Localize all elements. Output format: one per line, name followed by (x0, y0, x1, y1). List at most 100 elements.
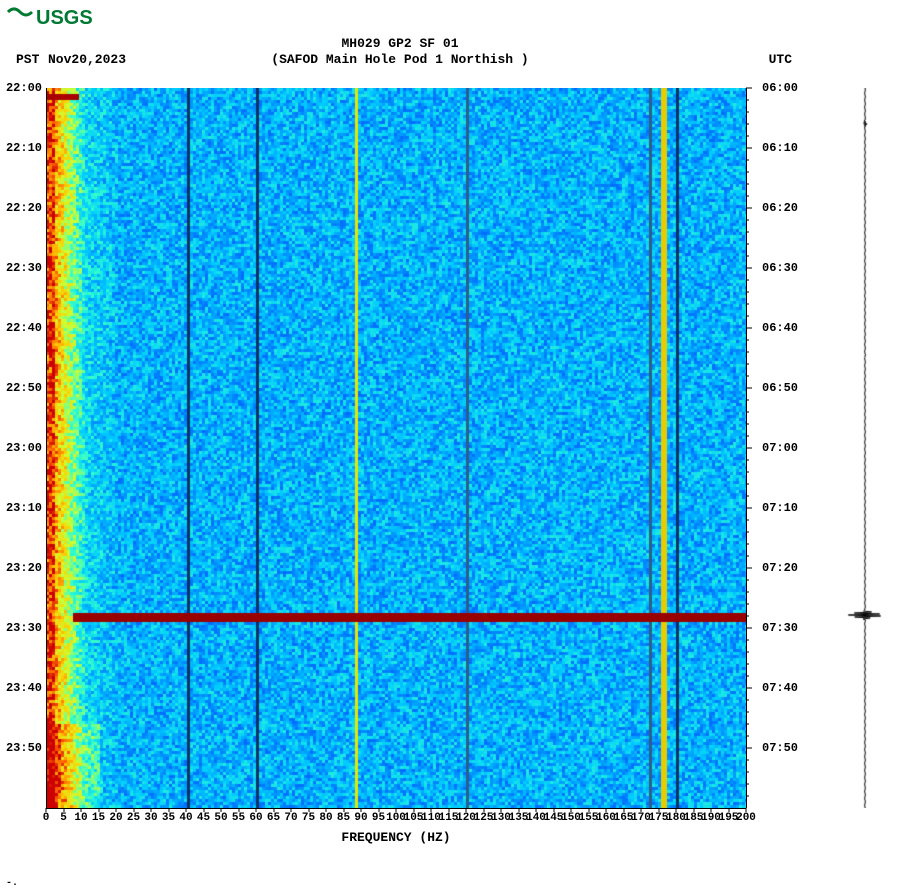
y-right-tick-label: 06:00 (762, 81, 798, 95)
x-tick-label: 60 (249, 812, 262, 824)
y-right-minor-tick (746, 436, 749, 437)
y-right-minor-tick (746, 280, 749, 281)
y-left-tick-label: 22:00 (6, 81, 42, 95)
x-tick-label: 10 (74, 812, 87, 824)
y-right-minor-tick (746, 352, 749, 353)
x-tick-label: 70 (284, 812, 297, 824)
y-right-minor-tick (746, 424, 749, 425)
y-right-tick-mark (746, 748, 752, 749)
y-left-tick-label: 22:20 (6, 201, 42, 215)
y-right-minor-tick (746, 640, 749, 641)
y-right-tick-label: 07:20 (762, 561, 798, 575)
y-right-tick-mark (746, 208, 752, 209)
y-right-minor-tick (746, 472, 749, 473)
x-tick-label: 80 (319, 812, 332, 824)
x-tick-label: 50 (214, 812, 227, 824)
y-right-minor-tick (746, 412, 749, 413)
y-right-minor-tick (746, 172, 749, 173)
x-tick-label: 20 (109, 812, 122, 824)
x-tick-label: 40 (179, 812, 192, 824)
x-tick-label: 5 (60, 812, 67, 824)
y-right-minor-tick (746, 292, 749, 293)
x-tick-label: 65 (267, 812, 280, 824)
y-right-minor-tick (746, 724, 749, 725)
y-right-tick-mark (746, 148, 752, 149)
x-tick-label: 15 (92, 812, 105, 824)
y-right-minor-tick (746, 112, 749, 113)
y-right-minor-tick (746, 700, 749, 701)
side-amplitude-trace (835, 88, 895, 808)
y-right-minor-tick (746, 652, 749, 653)
y-right-minor-tick (746, 220, 749, 221)
spectrogram-plot (46, 88, 746, 808)
y-right-minor-tick (746, 484, 749, 485)
y-right-tick-label: 07:30 (762, 621, 798, 635)
y-right-minor-tick (746, 544, 749, 545)
y-right-minor-tick (746, 784, 749, 785)
y-right-tick-label: 07:10 (762, 501, 798, 515)
y-right-tick-label: 06:50 (762, 381, 798, 395)
y-right-tick-label: 06:30 (762, 261, 798, 275)
y-left-tick-label: 22:30 (6, 261, 42, 275)
y-right-minor-tick (746, 772, 749, 773)
x-tick-label: 90 (354, 812, 367, 824)
y-right-minor-tick (746, 304, 749, 305)
y-right-minor-tick (746, 196, 749, 197)
y-right-minor-tick (746, 592, 749, 593)
svg-text:USGS: USGS (36, 7, 93, 29)
y-left-tick-label: 23:00 (6, 441, 42, 455)
y-right-minor-tick (746, 376, 749, 377)
y-right-tick-label: 06:40 (762, 321, 798, 335)
y-left-tick-label: 23:30 (6, 621, 42, 635)
x-tick-label: 25 (127, 812, 140, 824)
y-left-tick-label: 23:20 (6, 561, 42, 575)
y-right-tick-mark (746, 688, 752, 689)
y-right-minor-tick (746, 244, 749, 245)
y-right-minor-tick (746, 676, 749, 677)
y-right-tick-mark (746, 508, 752, 509)
y-right-minor-tick (746, 160, 749, 161)
y-right-tick-mark (746, 448, 752, 449)
y-axis-left-line (46, 88, 47, 808)
timezone-right-label: UTC (769, 52, 792, 67)
y-right-minor-tick (746, 712, 749, 713)
x-axis-ticks: 0510152025303540455055606570758085909510… (46, 808, 746, 828)
y-right-tick-label: 06:10 (762, 141, 798, 155)
y-right-minor-tick (746, 460, 749, 461)
y-right-tick-mark (746, 388, 752, 389)
y-right-minor-tick (746, 100, 749, 101)
y-left-tick-label: 22:10 (6, 141, 42, 155)
y-left-tick-label: 23:40 (6, 681, 42, 695)
x-tick-label: 200 (736, 812, 756, 824)
y-right-minor-tick (746, 664, 749, 665)
x-tick-label: 45 (197, 812, 210, 824)
x-tick-label: 95 (372, 812, 385, 824)
y-right-minor-tick (746, 796, 749, 797)
y-right-tick-label: 07:50 (762, 741, 798, 755)
x-tick-label: 0 (43, 812, 50, 824)
y-right-minor-tick (746, 496, 749, 497)
y-left-tick-label: 22:40 (6, 321, 42, 335)
y-right-tick-mark (746, 328, 752, 329)
y-right-minor-tick (746, 520, 749, 521)
y-right-tick-label: 07:00 (762, 441, 798, 455)
y-right-minor-tick (746, 556, 749, 557)
y-right-minor-tick (746, 256, 749, 257)
y-right-minor-tick (746, 316, 749, 317)
y-right-tick-mark (746, 88, 752, 89)
y-right-minor-tick (746, 364, 749, 365)
y-right-minor-tick (746, 124, 749, 125)
y-left-tick-label: 22:50 (6, 381, 42, 395)
y-right-minor-tick (746, 400, 749, 401)
y-right-tick-mark (746, 268, 752, 269)
y-right-tick-label: 07:40 (762, 681, 798, 695)
usgs-logo: USGS (6, 4, 106, 32)
y-right-tick-mark (746, 568, 752, 569)
chart-title-line2: (SAFOD Main Hole Pod 1 Northish ) (0, 52, 800, 67)
chart-title-line1: MH029 GP2 SF 01 (0, 36, 800, 51)
corner-mark: -. (6, 878, 18, 889)
x-tick-label: 35 (162, 812, 175, 824)
y-right-minor-tick (746, 580, 749, 581)
y-right-tick-label: 06:20 (762, 201, 798, 215)
y-left-tick-label: 23:10 (6, 501, 42, 515)
